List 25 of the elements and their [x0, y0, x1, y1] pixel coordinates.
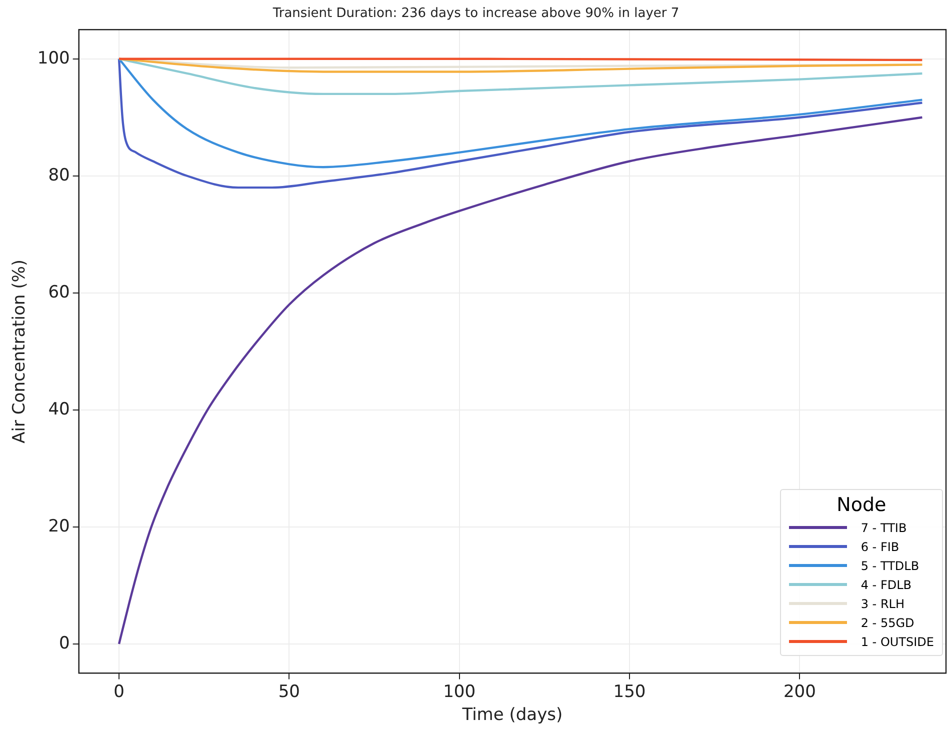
legend-label: 4 - FDLB: [860, 578, 912, 592]
chart-title: Transient Duration: 236 days to increase above 90% in layer 7: [272, 6, 680, 22]
x-tick-label: 0: [114, 682, 124, 702]
y-axis-title: Air Concentration (%): [10, 259, 30, 444]
y-tick-label: 60: [48, 282, 70, 302]
y-tick-label: 100: [37, 48, 70, 68]
legend-label: 2 - 55GD: [860, 616, 914, 630]
y-tick-label: 80: [48, 165, 70, 186]
x-tick-label: 150: [613, 682, 646, 702]
line-series: [118, 58, 924, 189]
y-tick-label: 20: [48, 516, 70, 536]
x-tick-label: 100: [443, 682, 476, 702]
legend-label: 3 - RLH: [860, 596, 904, 610]
y-tick-label: 0: [59, 633, 70, 654]
line-series: [118, 58, 924, 96]
legend-label: 5 - TTDLB: [860, 558, 920, 572]
legend-label: 1 - OUTSIDE: [860, 634, 934, 648]
legend-label: 6 - FIB: [860, 540, 900, 554]
y-tick-label: 40: [48, 399, 70, 420]
line-series: [118, 58, 924, 168]
x-tick-label: 50: [278, 682, 300, 702]
legend-label: 7 - TTIB: [860, 520, 907, 534]
x-tick-label: 200: [783, 682, 816, 702]
x-axis-title: Time (days): [461, 705, 563, 726]
legend-title: Node: [836, 494, 888, 516]
